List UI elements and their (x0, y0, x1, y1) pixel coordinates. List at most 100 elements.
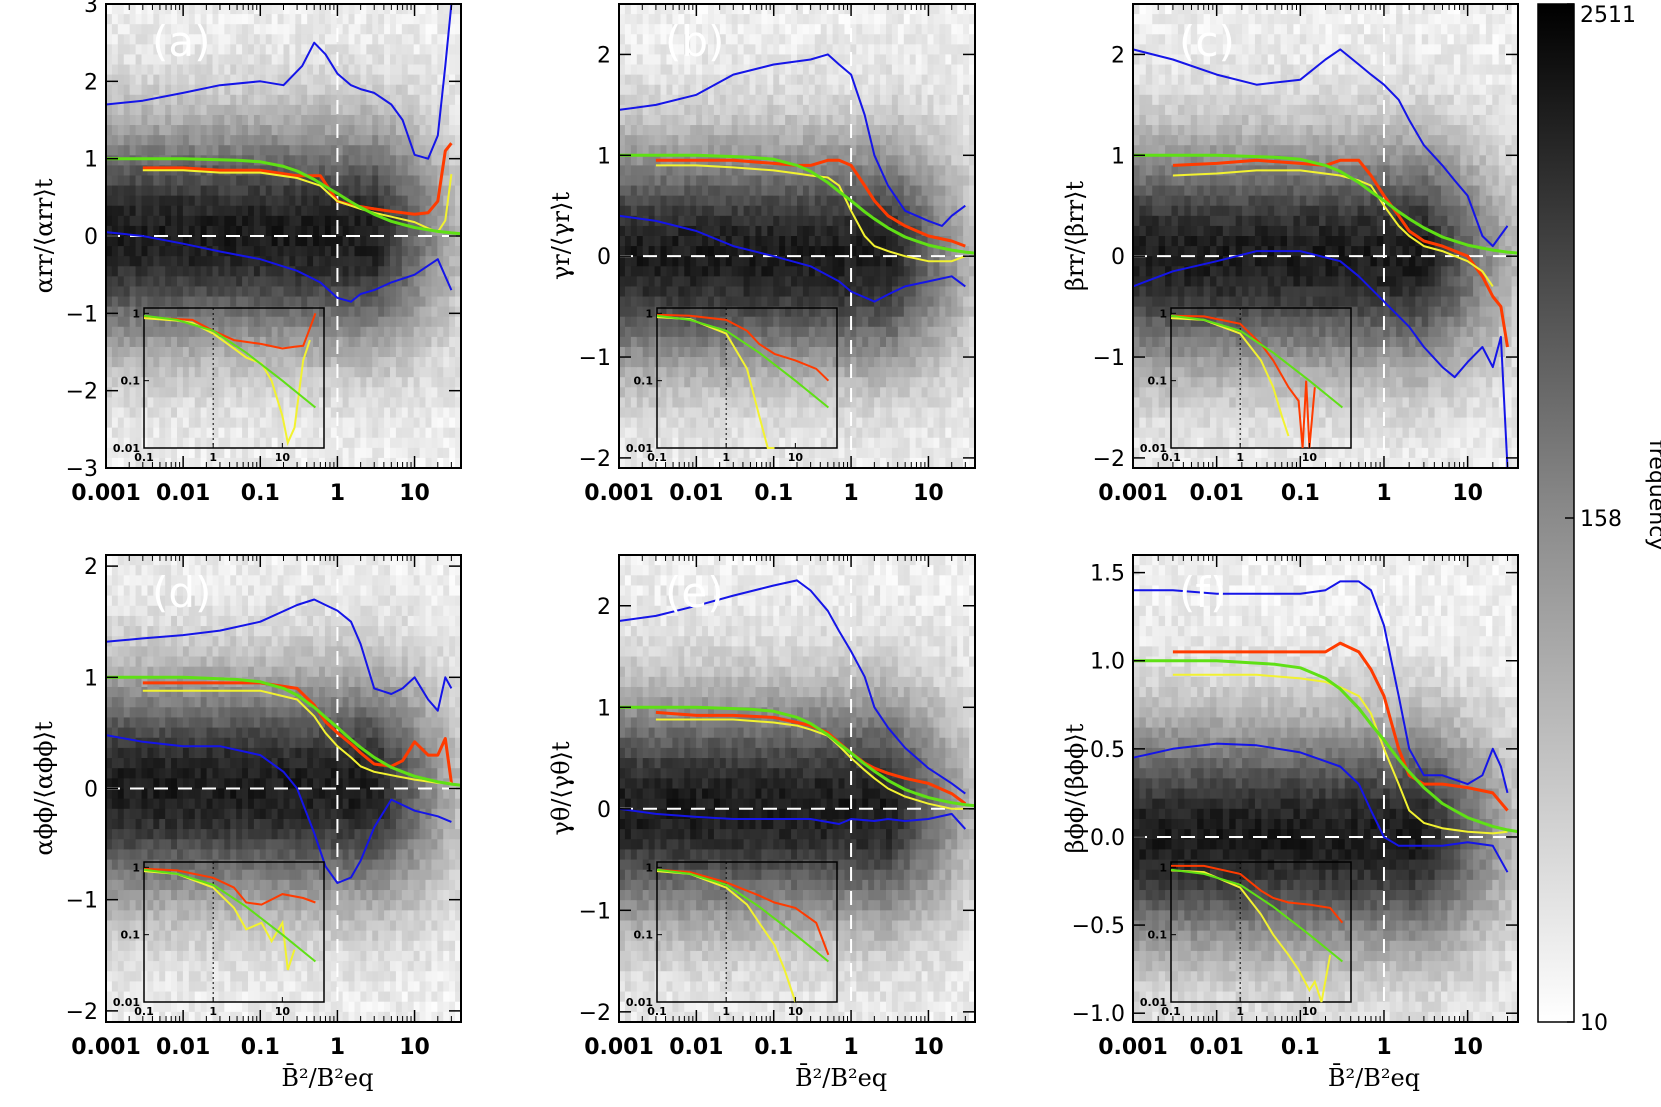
inset-y-tick-label: 0.1 (634, 375, 654, 388)
inset-series-mean (1171, 864, 1344, 924)
inset-y-tick-label: 0.01 (626, 442, 653, 455)
series-mean (142, 681, 453, 784)
inset-y-tick-label: 0.01 (626, 996, 653, 1009)
y-tick-label: −0.5 (1072, 914, 1125, 939)
y-tick-label: −1 (579, 899, 611, 924)
inset-x-tick-label: 1 (722, 451, 730, 464)
y-tick-label: 1 (1111, 144, 1125, 169)
x-tick-label: 0.001 (1098, 481, 1168, 506)
colorbar-tick-max: 2511 (1580, 3, 1636, 28)
inset-x-tick-label: 0.1 (1161, 1005, 1181, 1018)
series-fit (1133, 659, 1519, 834)
y-tick-label: 0 (597, 798, 611, 823)
x-tick-label: 10 (399, 481, 430, 506)
x-tick-label: 0.001 (71, 481, 141, 506)
inset-y-tick-label: 0.01 (113, 442, 140, 455)
series-lower-envelope (105, 734, 452, 884)
inset-x-tick-label: 0.1 (647, 451, 667, 464)
panel-label: (c) (1179, 17, 1235, 66)
inset-y-tick-label: 0.1 (634, 929, 654, 942)
series-upper-envelope (618, 579, 966, 795)
inset-series-fit (143, 868, 317, 963)
inset-x-tick-label: 10 (1302, 451, 1318, 464)
y-tick-label: 2 (597, 43, 611, 68)
x-tick-label: 10 (1452, 481, 1483, 506)
x-tick-label: 0.001 (71, 1035, 141, 1060)
x-tick-label: 0.1 (241, 481, 280, 506)
inset-y-tick-label: 1 (132, 861, 140, 874)
inset-series-mean (656, 868, 830, 956)
panel-label: (e) (665, 568, 724, 617)
inset-frame (656, 861, 838, 1003)
inset-x-tick-label: 10 (788, 451, 804, 464)
x-tick-label: 0.01 (1190, 481, 1244, 506)
series-mean (655, 158, 966, 248)
inset-y-tick-label: 1 (645, 861, 653, 874)
inset-series-fit (1170, 868, 1344, 963)
y-tick-label: 2 (84, 70, 98, 95)
inset-frame (143, 861, 325, 1003)
x-tick-label: 10 (1452, 1035, 1483, 1060)
colorbar: 2511 158 10 frequency (1537, 3, 1661, 1036)
y-tick-label: 1.5 (1090, 562, 1125, 587)
inset-x-tick-label: 0.1 (647, 1005, 667, 1018)
inset-y-tick-label: 1 (1159, 861, 1167, 874)
histogram-background (106, 4, 462, 469)
inset-series-median (143, 870, 296, 971)
y-tick-label: 1 (84, 148, 98, 173)
y-tick-label: 3 (84, 0, 98, 18)
histogram-background (619, 555, 976, 1023)
y-tick-label: −2 (579, 447, 611, 472)
inset-series-fit (656, 868, 830, 963)
x-tick-label: 1 (843, 481, 858, 506)
y-tick-label: −2 (66, 380, 98, 405)
series-fit (106, 675, 462, 787)
y-tick-label: 1.0 (1090, 650, 1125, 675)
series-fit (106, 157, 462, 236)
x-tick-label: 0.001 (584, 1035, 654, 1060)
y-tick-label: 1 (597, 144, 611, 169)
x-tick-label: 0.001 (1098, 1035, 1168, 1060)
series-lower-envelope (1132, 250, 1509, 469)
x-tick-label: 0.1 (1281, 481, 1320, 506)
inset-frame (1170, 307, 1352, 449)
series-upper-envelope (618, 53, 966, 227)
inset-y-tick-label: 1 (645, 307, 653, 320)
series-lower-envelope (1132, 742, 1509, 873)
inset-frame (656, 307, 838, 449)
inset-frame (1170, 861, 1352, 1003)
y-tick-label: −1 (579, 346, 611, 371)
x-tick-label: 1 (330, 481, 345, 506)
y-tick-label: 2 (597, 595, 611, 620)
inset-x-tick-label: 10 (275, 1005, 291, 1018)
x-tick-label: 0.01 (156, 481, 210, 506)
inset-x-tick-label: 10 (275, 451, 291, 464)
y-axis-label: αϕϕ/⟨αϕϕ⟩t (30, 721, 58, 856)
y-tick-label: 1 (597, 696, 611, 721)
y-axis-label: αrr/⟨αrr⟩t (30, 178, 58, 293)
colorbar-gradient (1537, 3, 1575, 1023)
inset-y-tick-label: 0.1 (1148, 375, 1168, 388)
series-upper-envelope (105, 3, 453, 160)
x-tick-label: 1 (1376, 1035, 1391, 1060)
inset-frame (143, 307, 325, 449)
series-upper-envelope (1133, 580, 1509, 794)
x-tick-label: 0.01 (669, 1035, 723, 1060)
y-tick-label: −1 (66, 889, 98, 914)
y-tick-label: 0.5 (1090, 738, 1125, 763)
series-median (655, 164, 966, 263)
inset-y-tick-label: 0.01 (1140, 996, 1167, 1009)
x-tick-label: 10 (913, 481, 944, 506)
x-tick-label: 0.01 (156, 1035, 210, 1060)
y-tick-label: 0.0 (1090, 826, 1125, 851)
series-fit (619, 153, 976, 255)
series-median (1172, 169, 1494, 287)
panel-label: (d) (152, 568, 211, 617)
series-mean (1172, 641, 1509, 812)
